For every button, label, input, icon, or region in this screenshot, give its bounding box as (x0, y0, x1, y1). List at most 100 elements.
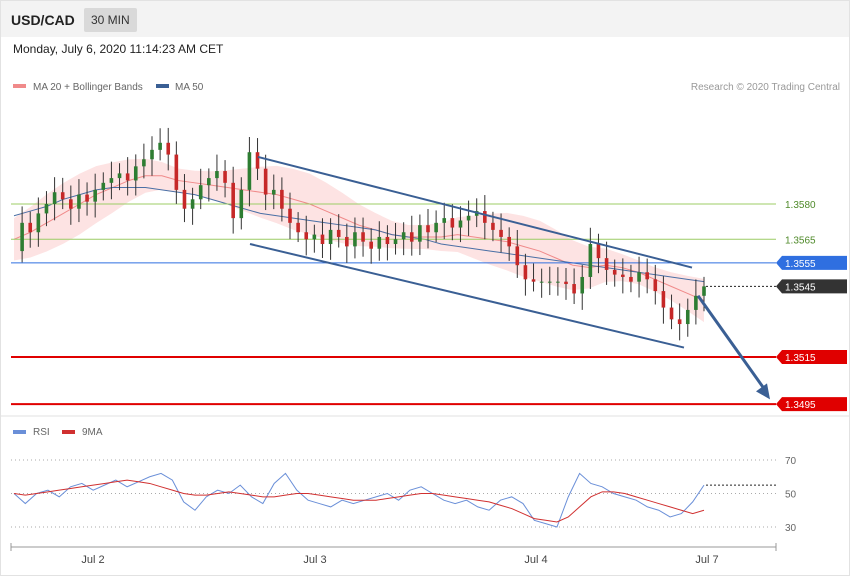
candle-body (280, 189, 284, 209)
candle-body (353, 232, 357, 247)
level-tag-1.3545 (776, 279, 847, 294)
research-credit: Research © 2020 Trading Central (691, 82, 840, 93)
level-label-1.3515: 1.3515 (785, 353, 816, 364)
candle-body (458, 220, 463, 228)
price-level-layer (11, 203, 776, 406)
candle-body (223, 171, 227, 183)
candle-body (320, 234, 325, 245)
channel-upper-line (257, 155, 693, 269)
rsi-tick-30: 30 (785, 523, 797, 534)
candle-body (572, 284, 576, 294)
level-label-1.3565: 1.3565 (785, 235, 816, 246)
candle-body (596, 244, 601, 259)
candle-body (328, 229, 333, 245)
candle-body (247, 152, 252, 190)
candle-body (677, 319, 682, 325)
bollinger-band-layer (14, 158, 704, 323)
candle-body (271, 189, 276, 195)
timeframe-button[interactable]: 30 MIN (84, 8, 137, 32)
rsi-ma-legend-swatch (62, 430, 75, 434)
candle-body (77, 194, 81, 209)
candle-body (434, 222, 438, 233)
forecast-arrow-shaft (696, 294, 768, 393)
candle-body (345, 236, 349, 247)
candle-body (288, 208, 292, 223)
candle-body (629, 276, 633, 282)
candle-body (507, 236, 511, 247)
candle-body (60, 192, 65, 200)
x-tick-jul-7: Jul 7 (695, 554, 718, 566)
chart-datetime: Monday, July 6, 2020 11:14:23 AM CET (13, 42, 224, 56)
candle-body (109, 178, 114, 183)
candle-body (150, 149, 154, 160)
x-tick-jul-2: Jul 2 (81, 554, 104, 566)
candle-body (645, 272, 649, 280)
candle-body (401, 232, 406, 240)
candle-body (393, 239, 398, 245)
candle-body (466, 215, 471, 221)
candle-body (361, 232, 365, 242)
candlestick-layer (20, 127, 706, 341)
trendline-layer (249, 155, 770, 400)
channel-lower-line (249, 243, 685, 349)
candle-body (158, 142, 162, 150)
candle-body (93, 189, 97, 202)
level-label-1.3555: 1.3555 (785, 259, 816, 270)
forecast-arrow-head (756, 383, 770, 400)
candle-body (336, 229, 341, 237)
candle-body (685, 309, 690, 325)
candle-body (44, 204, 49, 214)
candle-body (28, 222, 33, 233)
candle-body (442, 218, 447, 223)
rsi-legend-label: RSI (33, 427, 50, 438)
candle-body (142, 159, 146, 167)
candle-body (409, 232, 414, 242)
level-tag-1.3555 (776, 255, 847, 270)
level-label-1.3580: 1.3580 (785, 200, 816, 211)
candle-body (515, 246, 520, 266)
candle-body (304, 232, 309, 240)
ma20-legend-swatch (13, 84, 26, 88)
candle-body (702, 286, 706, 296)
ma50-legend-swatch (156, 84, 169, 88)
candle-body (547, 281, 552, 283)
candle-body (653, 279, 658, 292)
candle-body (174, 154, 179, 190)
x-axis: Jul 2 Jul 3 Jul 4 Jul 7 (10, 543, 777, 566)
candle-body (621, 274, 625, 277)
candle-body (694, 295, 698, 310)
x-tick-jul-4: Jul 4 (524, 554, 547, 566)
candle-body (215, 171, 219, 179)
candle-body (580, 276, 585, 294)
level-label-1.3545: 1.3545 (785, 282, 816, 293)
rsi-ma-line (13, 479, 705, 523)
level-tag-1.3495 (776, 397, 847, 412)
candle-body (85, 194, 89, 202)
candle-body (52, 192, 57, 204)
candle-body (20, 222, 24, 252)
candle-body (564, 281, 568, 285)
candle-body (182, 189, 187, 209)
candle-body (125, 173, 130, 181)
candle-body (499, 229, 503, 237)
rsi-panel: 70 50 30 (11, 456, 797, 534)
level-label-1.3495: 1.3495 (785, 400, 816, 411)
candle-body (255, 152, 260, 169)
candle-body (166, 142, 171, 155)
candle-body (239, 189, 244, 219)
candle-body (523, 265, 528, 280)
candle-body (491, 222, 495, 230)
candle-body (133, 166, 138, 181)
candle-body (377, 236, 382, 249)
candle-body (231, 182, 235, 219)
candle-body (556, 281, 560, 283)
rsi-tick-50: 50 (785, 490, 797, 501)
rsi-line (13, 472, 705, 528)
candle-body (296, 222, 300, 233)
ma20-legend-label: MA 20 + Bollinger Bands (33, 82, 143, 93)
candle-body (637, 272, 641, 282)
candle-body (385, 236, 390, 245)
candle-body (661, 291, 666, 308)
candle-body (198, 185, 203, 200)
